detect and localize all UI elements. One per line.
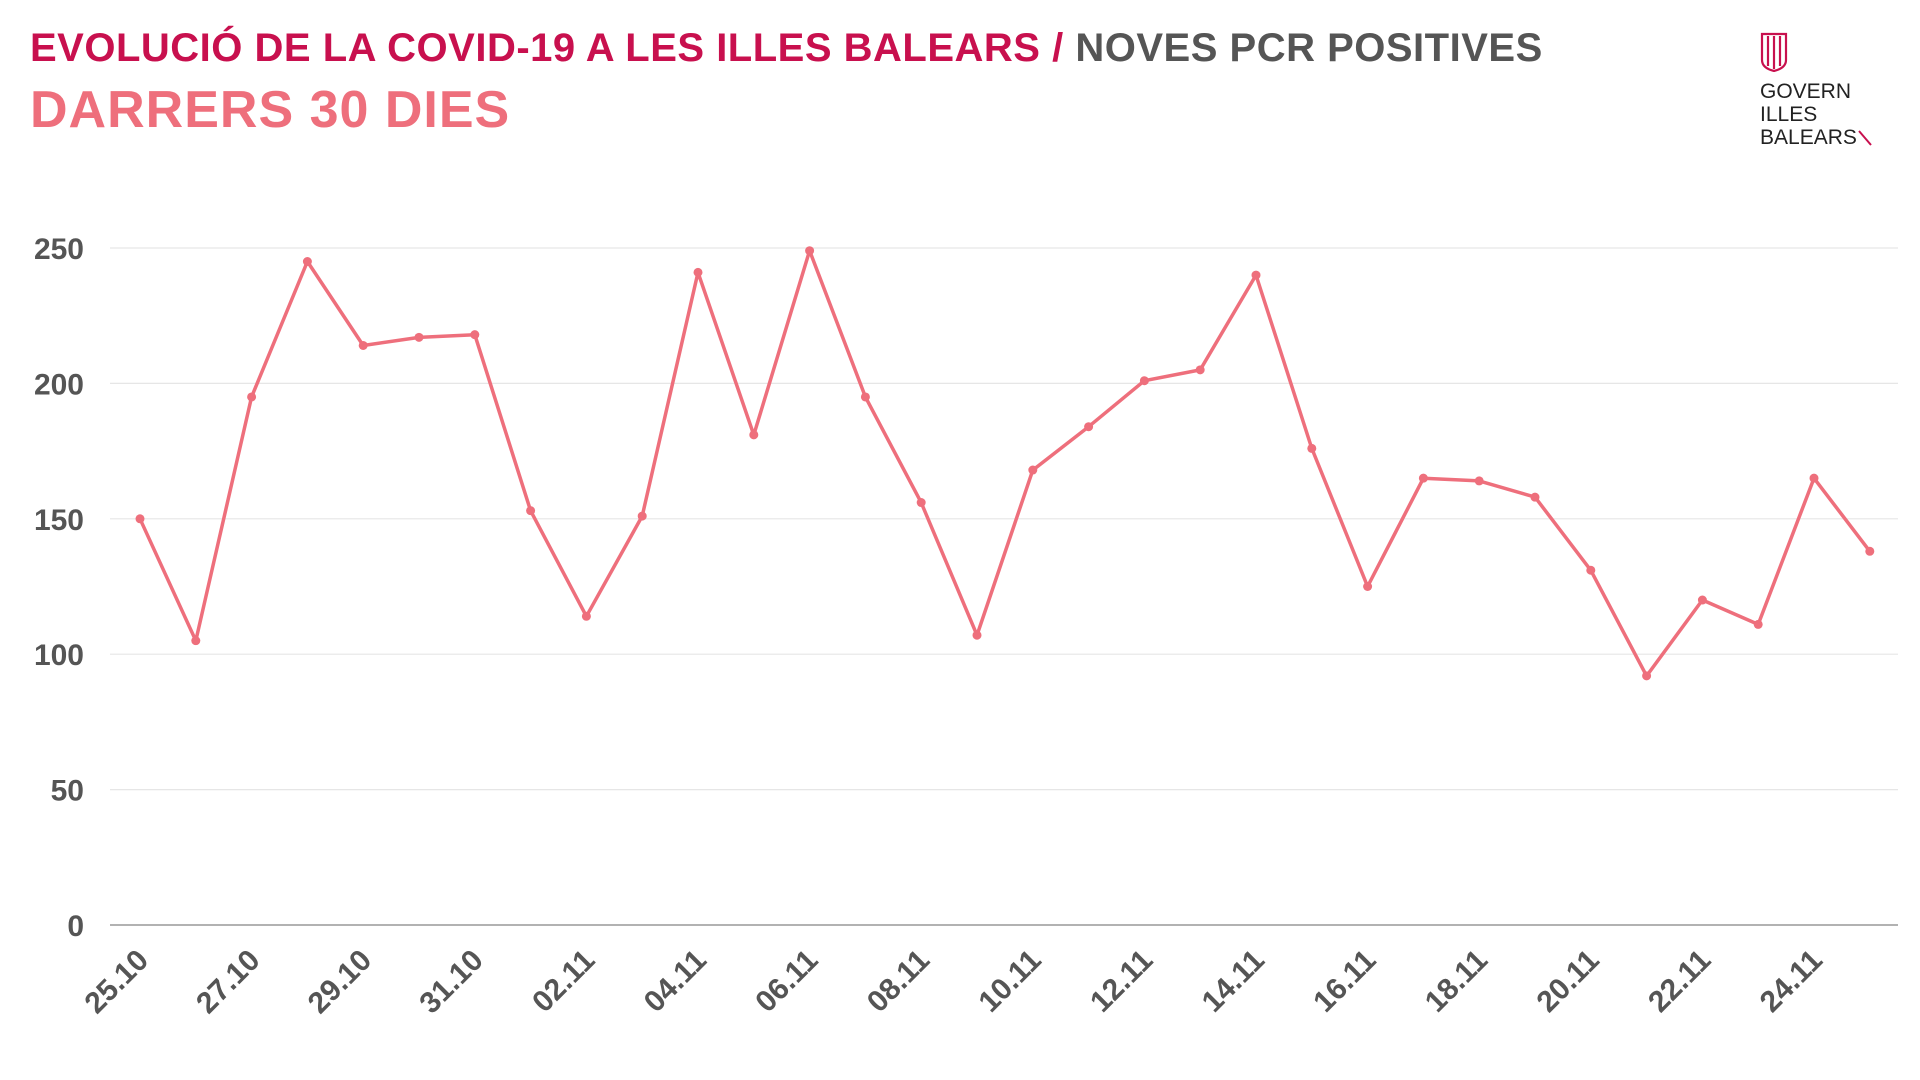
- title-sub: NOVES PCR POSITIVES: [1075, 26, 1543, 70]
- logo-line-balears: BALEARS: [1760, 126, 1900, 149]
- x-tick-label: 29.10: [302, 944, 378, 1020]
- y-tick-label: 150: [34, 504, 84, 537]
- logo-line-balears-text: BALEARS: [1760, 126, 1857, 149]
- x-tick-label: 08.11: [861, 944, 936, 1019]
- series-line: [138, 248, 1872, 678]
- x-tick-label: 10.11: [972, 944, 1047, 1019]
- logo-line-illes: ILLES: [1760, 103, 1818, 126]
- data-point: [247, 392, 257, 402]
- series-layer: [135, 246, 1875, 681]
- data-point: [1251, 270, 1261, 280]
- data-point: [191, 636, 201, 646]
- data-point: [1307, 443, 1317, 453]
- data-point: [1028, 465, 1038, 475]
- data-point: [302, 257, 312, 267]
- title-main: EVOLUCIÓ DE LA COVID-19 A LES ILLES BALE…: [30, 26, 1041, 70]
- data-point: [1865, 546, 1875, 556]
- data-point: [581, 611, 591, 621]
- x-tick-label: 04.11: [638, 944, 713, 1019]
- x-tick-label: 18.11: [1419, 944, 1494, 1019]
- y-axis-ticks: 0 50 100 150 200 250: [34, 233, 84, 943]
- x-tick-label: 02.11: [526, 944, 601, 1019]
- x-tick-label: 16.11: [1307, 944, 1382, 1019]
- data-point: [1195, 365, 1205, 375]
- x-tick-label: 27.10: [190, 944, 266, 1020]
- x-tick-label: 22.11: [1642, 944, 1717, 1019]
- data-point: [1418, 473, 1428, 483]
- coat-of-arms-stripes-icon: [1760, 32, 1788, 72]
- data-point: [414, 332, 424, 342]
- data-point: [749, 430, 759, 440]
- data-point: [526, 506, 536, 516]
- data-point: [693, 267, 703, 277]
- logo-slash-icon: [1858, 130, 1872, 146]
- logo-line-govern: GOVERN: [1760, 80, 1852, 103]
- chart-title: EVOLUCIÓ DE LA COVID-19 A LES ILLES BALE…: [30, 22, 1543, 74]
- x-tick-label: 12.11: [1084, 944, 1159, 1019]
- data-point: [470, 330, 480, 340]
- data-point: [135, 514, 145, 524]
- x-tick-label: 20.11: [1530, 944, 1605, 1019]
- govern-logo: GOVERN ILLES BALEARS: [1760, 32, 1900, 149]
- x-tick-label: 25.10: [79, 944, 155, 1020]
- chart-subtitle: DARRERS 30 DIES: [30, 81, 511, 139]
- logo-text: GOVERN ILLES BALEARS: [1760, 80, 1900, 149]
- grid-lines: [110, 247, 1898, 791]
- data-point: [1642, 671, 1652, 681]
- data-point: [1474, 476, 1484, 486]
- data-point: [637, 511, 647, 521]
- x-tick-label: 06.11: [749, 944, 824, 1019]
- data-point: [1139, 376, 1149, 386]
- y-tick-label: 250: [34, 233, 84, 266]
- data-point: [1530, 492, 1540, 502]
- y-tick-label: 0: [67, 910, 84, 943]
- chart-header: EVOLUCIÓ DE LA COVID-19 A LES ILLES BALE…: [30, 22, 1543, 140]
- title-separator: /: [1052, 26, 1064, 70]
- y-tick-label: 200: [34, 368, 84, 401]
- data-point: [1363, 582, 1373, 591]
- data-point: [1697, 595, 1707, 605]
- data-point: [358, 340, 368, 350]
- y-tick-label: 100: [34, 639, 84, 672]
- data-point: [972, 630, 982, 640]
- y-tick-label: 50: [51, 775, 84, 808]
- x-tick-label: 24.11: [1754, 944, 1829, 1019]
- data-point: [860, 392, 870, 402]
- x-tick-label: 31.10: [413, 944, 489, 1020]
- data-point: [1586, 565, 1596, 575]
- data-point: [805, 246, 815, 256]
- data-point: [1084, 422, 1094, 432]
- data-point: [916, 498, 926, 508]
- x-tick-label: 14.11: [1196, 944, 1271, 1019]
- data-point: [1753, 619, 1763, 629]
- x-axis-ticks: 25.10 27.10 29.10 31.10 02.11 04.11 06.11 08.11…: [79, 944, 1829, 1020]
- data-point: [1809, 473, 1819, 483]
